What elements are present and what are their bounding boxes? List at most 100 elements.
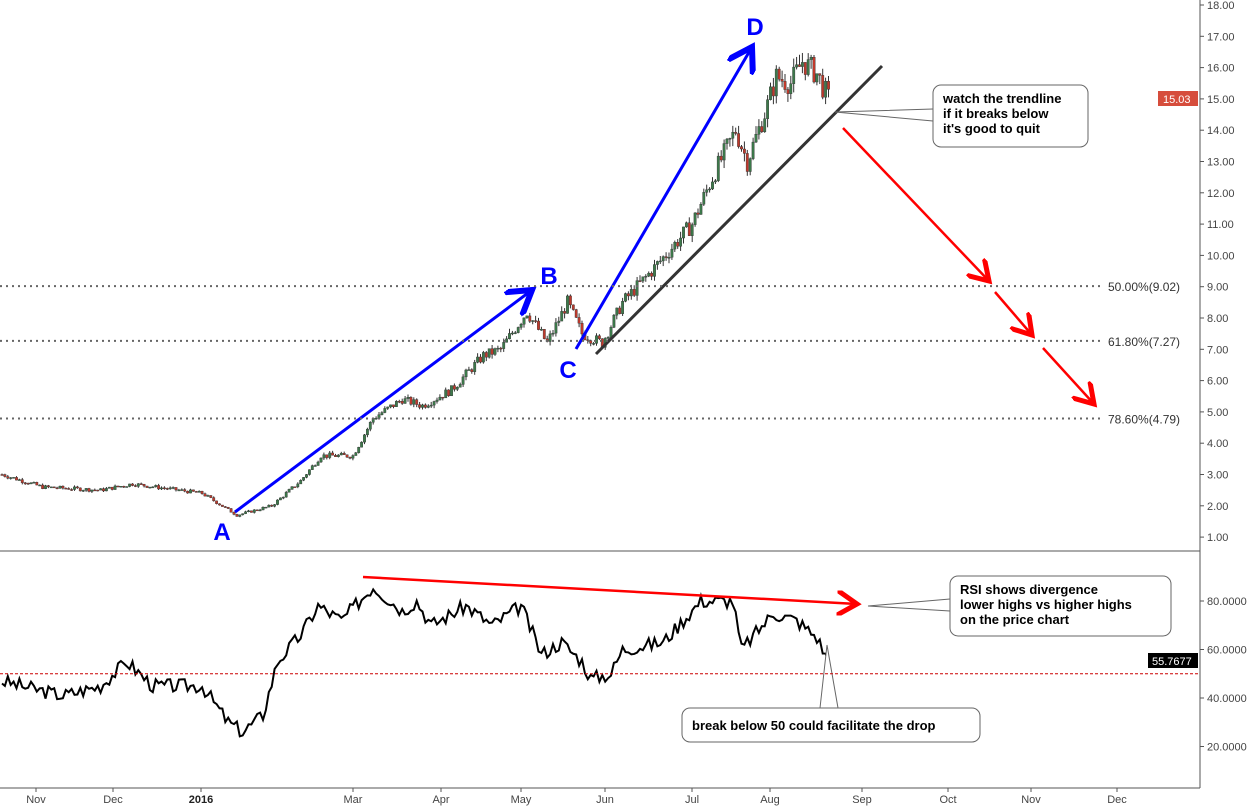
candle-body	[409, 397, 413, 405]
candle-body	[783, 81, 787, 90]
candle-body	[450, 385, 453, 397]
price-tick-label: 12.00	[1207, 188, 1235, 200]
candle-body	[429, 404, 433, 407]
candle-body	[194, 491, 198, 493]
candle-body	[426, 405, 430, 408]
candle-body	[812, 57, 816, 83]
candle-body	[699, 204, 703, 215]
candle-body	[725, 138, 729, 144]
candle-body	[6, 476, 10, 479]
candle-body	[281, 496, 285, 499]
candle-body	[232, 512, 236, 515]
candle-body	[635, 280, 639, 296]
candle-body	[183, 489, 187, 492]
candle-body	[38, 484, 42, 487]
candle-body	[44, 485, 47, 489]
candle-body	[676, 242, 680, 247]
candle-body	[667, 257, 671, 259]
candle-body	[212, 497, 216, 502]
trendline-note-pointer	[834, 108, 934, 122]
candle-body	[612, 314, 616, 328]
candle-body	[656, 261, 659, 265]
last-price-badge	[1158, 91, 1198, 106]
candle-body	[18, 479, 21, 481]
time-tick-label: Dec	[1107, 794, 1127, 806]
candle-body	[319, 457, 323, 463]
candle-body	[75, 486, 79, 489]
time-tick-label: Nov	[1021, 794, 1041, 806]
candle-body	[186, 490, 189, 494]
candle-body	[128, 483, 131, 487]
rsi-divergence-note-text: lower highs vs higher highs	[960, 597, 1132, 612]
candle-body	[574, 309, 578, 318]
candle-body	[453, 385, 456, 390]
candle-body	[334, 455, 337, 457]
candle-body	[632, 289, 636, 296]
candle-body	[821, 75, 825, 98]
candle-body	[145, 485, 149, 488]
candle-body	[719, 155, 723, 161]
rsi-tick-label: 60.0000	[1207, 645, 1247, 657]
candle-body	[110, 486, 114, 490]
candle-body	[84, 488, 88, 491]
candle-body	[244, 511, 247, 514]
target-arrow	[1042, 347, 1094, 404]
candle-body	[189, 489, 192, 494]
candle-body	[479, 356, 482, 363]
price-tick-label: 18.00	[1207, 0, 1235, 12]
candle-body	[566, 295, 569, 314]
candle-body	[696, 212, 700, 215]
rsi-tick-label: 20.0000	[1207, 742, 1247, 754]
candle-body	[160, 487, 163, 490]
time-tick-label: Aug	[760, 794, 780, 806]
candle-body	[705, 189, 709, 193]
candle-body	[55, 487, 59, 490]
candle-body	[493, 348, 497, 355]
candle-body	[223, 506, 227, 508]
trendline-note-text: watch the trendline	[942, 91, 1061, 106]
candle-body	[165, 488, 169, 490]
candle-body	[650, 272, 654, 277]
candle-body	[685, 222, 688, 228]
price-tick-label: 13.00	[1207, 157, 1235, 169]
price-tick-label: 1.00	[1207, 532, 1228, 544]
candle-body	[342, 452, 346, 455]
candle-body	[415, 399, 419, 405]
candle-body	[238, 514, 242, 517]
candle-body	[516, 327, 520, 333]
candle-body	[447, 389, 450, 397]
candle-body	[467, 369, 471, 371]
candle-body	[107, 486, 111, 489]
candle-body	[104, 488, 108, 492]
candle-body	[432, 401, 436, 406]
price-tick-label: 7.00	[1207, 344, 1228, 356]
candles	[0, 52, 830, 518]
candle-body	[299, 480, 303, 485]
price-tick-label: 5.00	[1207, 407, 1228, 419]
candle-body	[809, 57, 813, 60]
candle-body	[571, 304, 575, 310]
candle-body	[49, 486, 53, 489]
price-tick-label: 15.00	[1207, 94, 1235, 106]
candle-body	[827, 81, 830, 90]
rsi-divergence-note-pointer	[867, 598, 951, 612]
rsi-line	[1, 587, 830, 738]
candle-body	[438, 396, 442, 401]
candle-body	[113, 485, 117, 490]
candle-body	[522, 317, 526, 325]
candle-body	[322, 454, 326, 459]
candle-body	[769, 86, 772, 100]
candle-body	[325, 454, 329, 458]
candle-body	[563, 311, 567, 314]
candle-body	[757, 126, 761, 135]
candle-body	[247, 510, 250, 513]
candle-body	[267, 504, 271, 508]
candle-body	[560, 311, 564, 322]
price-tick-label: 6.00	[1207, 376, 1228, 388]
candle-body	[52, 486, 56, 489]
candle-body	[728, 138, 732, 140]
candle-body	[537, 320, 540, 330]
candle-body	[609, 327, 613, 338]
candle-body	[308, 469, 311, 475]
